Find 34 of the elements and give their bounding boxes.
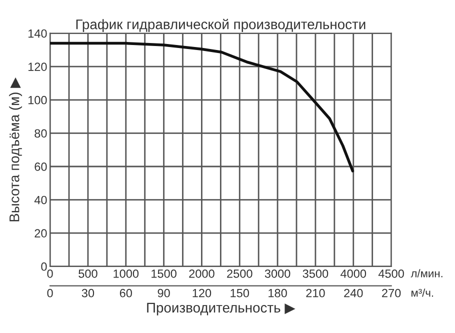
x2-tick-label: 270 [382,288,401,298]
x2-tick-label: 180 [268,288,287,298]
x-tick-label: 500 [78,269,98,278]
y-tick-label: 0 [41,262,47,271]
x2-tick-label: 210 [306,288,325,298]
x-axis-title: Производительность ▶ [147,302,296,316]
y-tick-label: 80 [34,129,47,138]
y-tick-label: 40 [34,196,47,204]
chart-title: График гидравлической производительности [76,18,366,32]
x-tick-label: 3000 [264,269,290,278]
y-tick-label: 100 [28,96,47,104]
x-tick-label: 3500 [302,269,328,278]
line-series [50,42,354,172]
x-tick-label: 4000 [340,269,366,278]
y-tick-label: 120 [28,62,47,71]
x-tick-label: 2000 [189,269,214,278]
x2-tick-label: 30 [82,288,94,298]
y-tick-label: 60 [34,162,47,171]
x2-tick-label: 150 [230,288,250,298]
text: л/мин. [410,269,442,278]
x-tick-label: 2500 [227,269,252,278]
y-tick-label: 20 [34,229,47,238]
x-tick-label: 1000 [114,269,139,278]
x-tick-label: 4500 [378,269,404,278]
x2-tick-label: 240 [344,288,363,298]
x2-tick-label: 0 [47,288,53,298]
y-tick-label: 140 [28,29,47,38]
y-axis-title: Высота подъёма (м) ▶ [9,77,22,222]
x2-tick-label: 120 [192,288,212,298]
x-tick-label: 1500 [152,269,176,278]
text: м³/ч. [412,288,434,297]
x-tick-label: 0 [47,269,53,278]
x2-tick-label: 90 [158,288,170,298]
x2-tick-label: 60 [120,288,132,298]
